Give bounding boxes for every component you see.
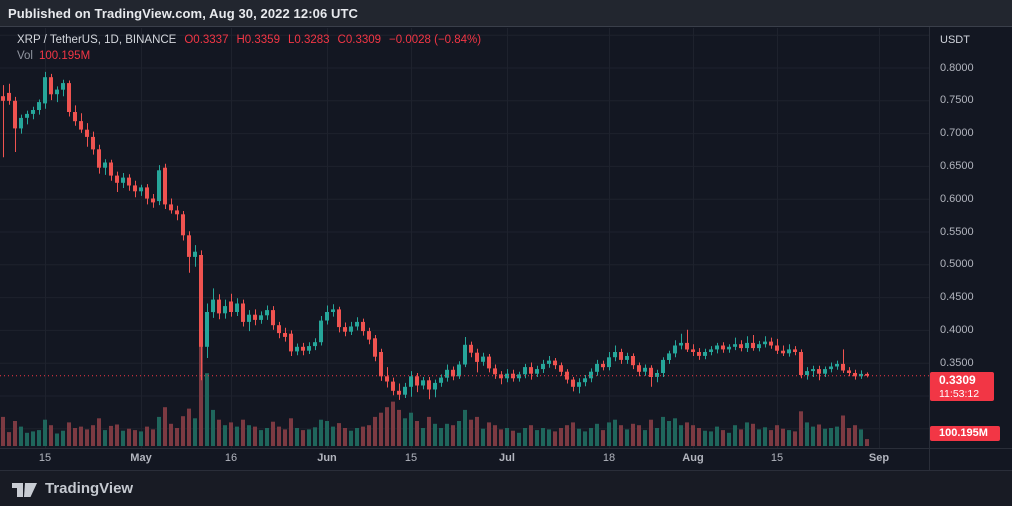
volume-legend-value: 100.195M	[39, 50, 91, 62]
time-tick-label: May	[130, 452, 152, 464]
published-banner: Published on TradingView.com, Aug 30, 20…	[0, 0, 1012, 27]
time-tick-label: 15	[404, 452, 418, 464]
price-tick-label: 0.6500	[940, 160, 974, 172]
published-text: Published on TradingView.com, Aug 30, 20…	[8, 5, 359, 21]
price-tick-label: 0.4000	[940, 324, 974, 336]
price-tick-label: 0.8000	[940, 62, 974, 74]
tradingview-logo-icon[interactable]	[12, 478, 37, 500]
quote-currency-label: USDT	[940, 34, 970, 46]
bar-countdown: 11:53:12	[939, 388, 980, 400]
price-tick-label: 0.6000	[940, 193, 974, 205]
price-tick-label: 0.5500	[940, 226, 974, 238]
volume-axis-label: 100.195M	[930, 426, 1000, 441]
price-tick-label: 0.5000	[940, 258, 974, 270]
volume-legend-label: Vol	[17, 50, 33, 62]
brand-name[interactable]: TradingView	[45, 480, 134, 497]
time-tick-label: 15	[38, 452, 52, 464]
time-tick-label: Aug	[682, 452, 704, 464]
time-tick-label: 15	[770, 452, 784, 464]
price-tick-label: 0.4500	[940, 291, 974, 303]
symbol-title: XRP / TetherUS, 1D, BINANCE	[17, 34, 177, 46]
price-tick-label: 0.3500	[940, 357, 974, 369]
close-value: C0.3309	[337, 34, 382, 46]
price-tick-label: 0.7500	[940, 94, 974, 106]
time-tick-label: Jul	[499, 452, 515, 464]
price-tick-label: 0.7000	[940, 127, 974, 139]
time-tick-label: Jun	[317, 452, 337, 464]
change-value: −0.0028 (−0.84%)	[389, 34, 482, 46]
open-value: O0.3337	[184, 34, 229, 46]
time-tick-label: 16	[224, 452, 238, 464]
time-tick-label: Sep	[868, 452, 890, 464]
footer: TradingView	[0, 471, 1012, 506]
low-value: L0.3283	[287, 34, 330, 46]
last-price-label: 0.3309 11:53:12	[930, 372, 994, 401]
time-tick-label: 18	[602, 452, 616, 464]
chart-legend: XRP / TetherUS, 1D, BINANCE O0.3337 H0.3…	[17, 33, 481, 63]
high-value: H0.3359	[236, 34, 280, 46]
last-price-value: 0.3309	[939, 373, 976, 387]
